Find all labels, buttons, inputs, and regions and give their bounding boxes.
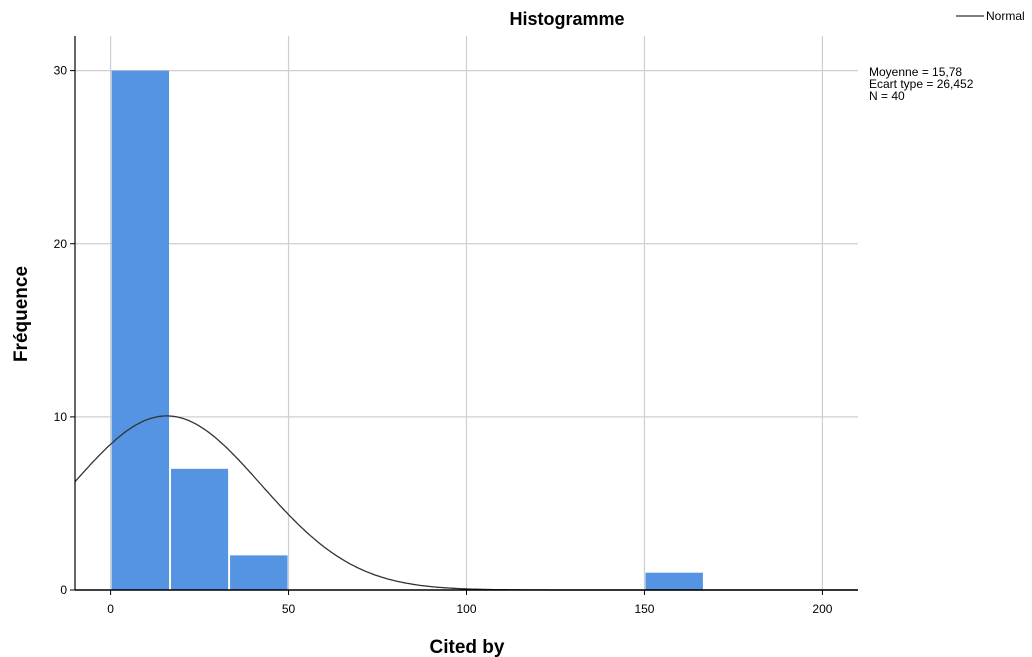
stat-std-dev: Ecart type = 26,452 (869, 77, 974, 91)
y-tick-label: 10 (54, 410, 68, 424)
x-tick-label: 150 (634, 602, 654, 616)
stat-mean: Moyenne = 15,78 (869, 65, 963, 79)
histogram-bar (111, 70, 170, 590)
histogram-bar (230, 555, 288, 590)
bars (111, 70, 703, 590)
x-tick-label: 50 (282, 602, 296, 616)
legend: Normal (956, 9, 1025, 23)
x-axis-label: Cited by (430, 637, 505, 657)
stat-n: N = 40 (869, 89, 905, 103)
histogram-bar (171, 468, 229, 590)
x-tick-label: 100 (456, 602, 476, 616)
y-axis-label: Fréquence (11, 266, 32, 362)
statistics-box: Moyenne = 15,78 Ecart type = 26,452 N = … (869, 66, 973, 102)
x-tick-label: 0 (107, 602, 114, 616)
tick-labels: 0 10 20 30 0 50 100 150 200 (54, 64, 833, 616)
y-tick-label: 0 (60, 583, 67, 597)
y-tick-label: 20 (54, 237, 68, 251)
legend-label-normal: Normal (986, 9, 1025, 23)
x-tick-label: 200 (812, 602, 832, 616)
y-tick-label: 30 (54, 64, 68, 78)
chart-title: Histogramme (509, 9, 624, 29)
histogram-bar (645, 572, 703, 590)
gridlines (75, 36, 858, 590)
